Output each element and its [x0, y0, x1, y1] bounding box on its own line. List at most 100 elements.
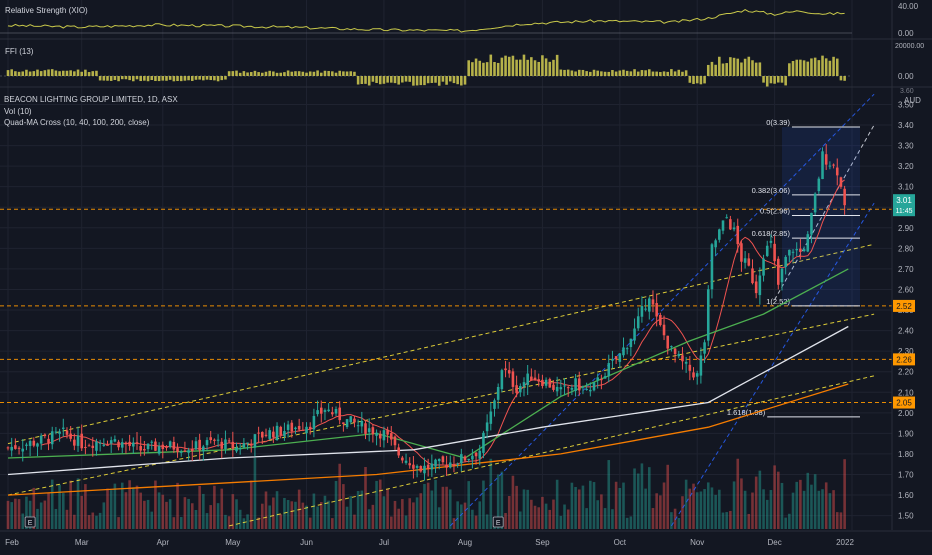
volume-bar	[397, 508, 400, 529]
price-tick-label: 3.40	[898, 121, 914, 130]
candle-body	[651, 299, 655, 305]
volume-bar	[729, 510, 732, 529]
candle-body	[146, 443, 150, 450]
volume-bar	[784, 517, 787, 529]
candle-body	[39, 435, 43, 444]
candle-body	[799, 248, 802, 252]
ffi-bar	[839, 76, 843, 81]
volume-bar	[308, 517, 312, 529]
ffi-bar	[404, 76, 408, 82]
ffi-bar	[706, 64, 710, 76]
price-axis-unit: AUD	[904, 96, 921, 105]
volume-bar	[423, 483, 426, 529]
symbol-title[interactable]: BEACON LIGHTING GROUP LIMITED, 1D, ASX	[4, 95, 178, 104]
fib-retracement[interactable]: 0(3.39) 0.382(3.06) 0.5(2.96) 0.618(2.85) 1(…	[727, 118, 860, 418]
candle-body	[106, 444, 109, 446]
volume-bar	[367, 509, 371, 529]
candle-body	[795, 248, 799, 251]
candle-body	[552, 384, 555, 390]
ffi-bar	[143, 76, 146, 81]
candle-body	[732, 227, 736, 230]
ffi-bar	[415, 76, 419, 86]
ffi-bar	[515, 59, 518, 76]
candle-body	[73, 439, 76, 446]
candle-body	[493, 400, 496, 409]
volume-bar	[522, 489, 526, 529]
volume-bar	[592, 482, 596, 529]
candle-body	[187, 450, 190, 453]
volume-bar	[390, 516, 393, 529]
volume-bar	[294, 501, 297, 529]
candlesticks	[6, 144, 846, 481]
candle-body	[168, 441, 172, 447]
ffi-bar	[47, 69, 50, 76]
candle-body	[828, 165, 832, 167]
candle-body	[419, 466, 423, 472]
candle-body	[297, 425, 301, 430]
volume-bar	[202, 493, 205, 529]
volume-bar	[795, 481, 799, 529]
ffi-bar	[84, 69, 87, 76]
candle-body	[585, 388, 588, 390]
ffi-bar	[684, 70, 688, 76]
volume-bar	[168, 499, 172, 529]
price-level-badge-label: 2.52	[896, 302, 912, 311]
volume-bar	[791, 492, 795, 529]
earnings-marker[interactable]	[492, 516, 504, 528]
ffi-bar	[279, 72, 283, 76]
candle-body	[629, 338, 633, 347]
ffi-bar	[648, 69, 651, 76]
ffi-bar	[489, 54, 493, 76]
candle-body	[445, 464, 448, 468]
time-axis[interactable]: Feb Mar Apr May Jun Jul Aug Sep Oct Nov Dec 2022	[5, 538, 854, 547]
volume-bar	[139, 492, 142, 529]
volume-bar	[213, 485, 216, 529]
candle-body	[666, 335, 670, 349]
volume-bar	[275, 491, 279, 529]
ffi-panel[interactable]: FFI (13) 20000.00 0.00	[0, 43, 924, 87]
ffi-bar	[437, 76, 441, 86]
price-tick-label: 2.00	[898, 409, 914, 418]
ffi-bar	[367, 76, 371, 86]
earnings-marker[interactable]	[24, 516, 36, 528]
volume-bar	[349, 496, 353, 529]
ffi-bar	[401, 76, 404, 83]
volume-bar	[662, 482, 666, 529]
ffi-bar	[460, 76, 463, 86]
candle-body	[566, 387, 570, 389]
price-tick-label: 1.80	[898, 450, 914, 459]
ffi-bar	[87, 72, 91, 76]
candle-body	[50, 431, 54, 445]
volume-bar	[644, 488, 647, 529]
volume-bar	[706, 482, 710, 529]
candle-body	[740, 243, 743, 262]
volume-bar	[684, 479, 688, 529]
ffi-bar	[751, 60, 754, 76]
candle-body	[408, 463, 412, 466]
ffi-bar	[607, 71, 611, 76]
ffi-bar	[585, 71, 588, 76]
volume-bar	[519, 511, 522, 529]
ffi-bar	[765, 76, 769, 87]
ffi-bar	[61, 70, 65, 76]
volume-bar	[743, 490, 747, 529]
candle-body	[655, 303, 658, 317]
ffi-bar	[161, 76, 165, 81]
indicator-vol-label[interactable]: Vol (10)	[4, 107, 32, 116]
candle-body	[773, 243, 776, 262]
indicator-quad-ma-label[interactable]: Quad-MA Cross (10, 40, 100, 200, close)	[4, 118, 150, 127]
volume-bar	[799, 479, 802, 529]
candle-body	[154, 441, 157, 451]
candle-body	[467, 458, 470, 461]
ffi-bar	[179, 76, 183, 82]
volume-bar	[172, 517, 176, 529]
volume-bar	[331, 518, 334, 529]
candle-body	[253, 434, 257, 448]
ffi-bar	[692, 76, 695, 85]
relative-strength-panel[interactable]: Relative Strength (XIO) 40.00 0.00	[0, 2, 919, 38]
candle-body	[688, 364, 692, 371]
price-panel[interactable]: 0(3.39) 0.382(3.06) 0.5(2.96) 0.618(2.85) 1(…	[0, 93, 892, 529]
candle-body	[378, 433, 382, 439]
